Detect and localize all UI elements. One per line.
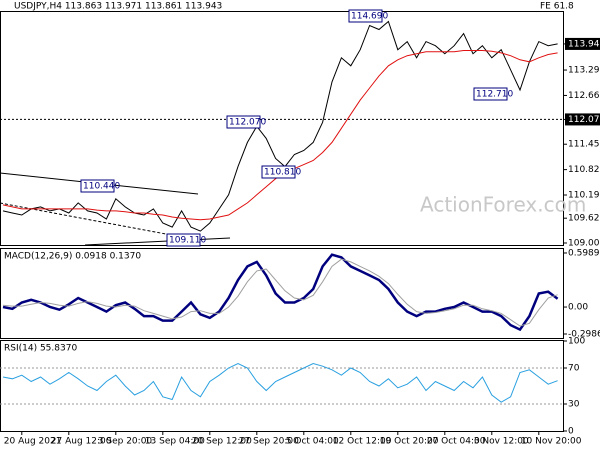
x-tick-label: 19 Oct 20:00 bbox=[380, 437, 439, 447]
annotation-box bbox=[261, 165, 296, 179]
price-marker bbox=[565, 113, 600, 126]
x-tick-label: 27 Aug 12:00 bbox=[51, 437, 112, 447]
annotation: 110.810 bbox=[264, 168, 301, 178]
chart-subtitle: FE 61.8 bbox=[540, 2, 574, 12]
x-tick-label: 12 Oct 12:00 bbox=[333, 437, 392, 447]
x-tick-label: 3 Sep 20:00 bbox=[98, 437, 153, 447]
x-tick-label: 20 Aug 2021 bbox=[4, 437, 62, 447]
annotation: 112.070 bbox=[229, 118, 266, 128]
x-tick-label: 20 Sep 12:00 bbox=[192, 437, 252, 447]
y-tick-label: 70 bbox=[568, 364, 580, 374]
y-tick-label: 0.5989 bbox=[568, 248, 600, 258]
x-tick-label: 27 Oct 04:00 bbox=[427, 437, 486, 447]
y-tick-label: 109.620 bbox=[568, 214, 600, 224]
x-tick-label: 27 Sep 20:00 bbox=[239, 437, 299, 447]
rsi-panel bbox=[0, 340, 564, 432]
series-line bbox=[2, 20, 558, 232]
series-line bbox=[2, 258, 558, 327]
annotation-box bbox=[80, 179, 115, 193]
y-tick-label: 113.943 bbox=[568, 39, 600, 49]
x-tick-label: 13 Sep 04:00 bbox=[145, 437, 205, 447]
annotation-box bbox=[226, 115, 261, 129]
y-tick-label: 110.195 bbox=[568, 191, 600, 201]
y-tick-label: 109.005 bbox=[568, 238, 600, 248]
y-tick-label: -0.2986 bbox=[568, 329, 600, 339]
chart-title: USDJPY,H4 113.863 113.971 113.861 113.94… bbox=[14, 2, 222, 12]
x-tick-label: 3 Nov 12:00 bbox=[474, 437, 529, 447]
y-tick-label: 113.295 bbox=[568, 66, 600, 76]
y-tick-label: 110.825 bbox=[568, 165, 600, 175]
annotation: 109.110 bbox=[169, 236, 206, 246]
price-marker bbox=[565, 37, 600, 50]
y-tick-label: 100 bbox=[568, 337, 585, 347]
y-tick-label: 0 bbox=[568, 427, 574, 437]
trend-line bbox=[84, 237, 231, 246]
macd-panel bbox=[0, 248, 564, 339]
watermark: ActionForex.com bbox=[420, 193, 586, 217]
annotation: 112.710 bbox=[476, 90, 513, 100]
annotation-box bbox=[348, 9, 383, 23]
annotation-box bbox=[166, 233, 201, 247]
annotation: 114.690 bbox=[351, 12, 388, 22]
price-panel bbox=[0, 11, 564, 246]
y-tick-label: 112.665 bbox=[568, 91, 600, 101]
x-tick-label: 10 Nov 20:00 bbox=[521, 437, 582, 447]
annotation: 110.440 bbox=[83, 182, 120, 192]
macd-title: MACD(12,26,9) 0.0918 0.1370 bbox=[4, 252, 141, 262]
annotation-box bbox=[473, 87, 508, 101]
y-tick-label: 111.455 bbox=[568, 140, 600, 150]
trend-line bbox=[0, 202, 199, 241]
y-tick-label: 112.070 bbox=[568, 115, 600, 125]
x-tick-label: 5 Oct 04:00 bbox=[286, 437, 339, 447]
series-line bbox=[2, 362, 558, 403]
y-tick-label: 30 bbox=[568, 400, 580, 410]
rsi-title: RSI(14) 55.8370 bbox=[4, 344, 77, 354]
y-tick-label: 0.00 bbox=[568, 303, 588, 313]
series-line bbox=[2, 253, 559, 332]
